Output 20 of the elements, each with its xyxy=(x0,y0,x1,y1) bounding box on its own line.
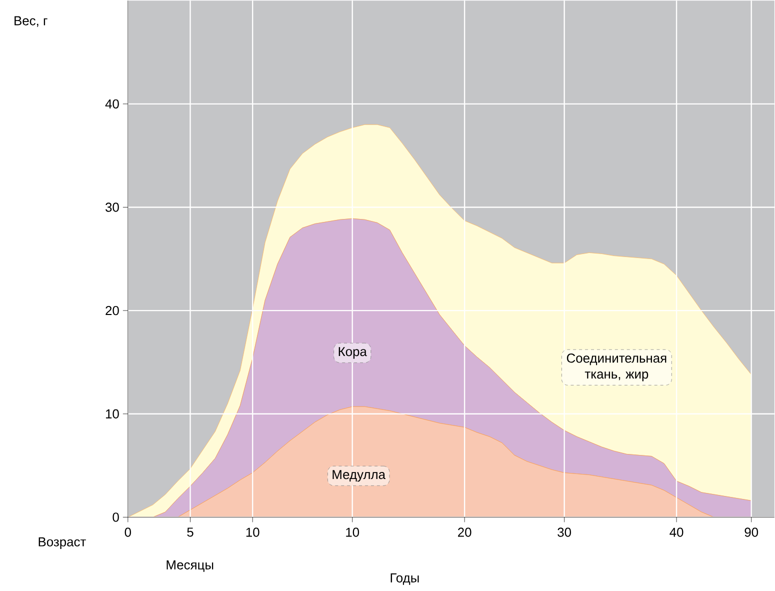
x-tick-label: 5 xyxy=(187,528,194,537)
x-tick-label: 0 xyxy=(124,528,132,537)
y-tick-label: 40 xyxy=(105,99,119,108)
text: Месяцы xyxy=(166,560,214,572)
series-label: Соединительная ткань, жир xyxy=(566,353,666,382)
x-tick-label: 30 xyxy=(558,528,572,537)
y-axis-title: Вес, г xyxy=(14,16,48,27)
y-tick-label: 0 xyxy=(112,512,119,522)
x-tick-label: 10 xyxy=(246,528,260,537)
x-tick-label: 40 xyxy=(670,528,684,537)
y-tick-label: 10 xyxy=(106,409,119,418)
x-tick-label: 10 xyxy=(346,528,360,537)
text: Возраст xyxy=(38,537,86,549)
y-tick-label: 30 xyxy=(106,202,119,212)
x-tick-label: 90 xyxy=(744,528,758,537)
series-label: Медулла xyxy=(332,470,386,482)
y-tick-label: 20 xyxy=(106,306,119,316)
x-tick-label: 20 xyxy=(458,528,472,537)
x-axis-title: Годы xyxy=(390,573,419,585)
series-label: Кора xyxy=(338,347,367,359)
